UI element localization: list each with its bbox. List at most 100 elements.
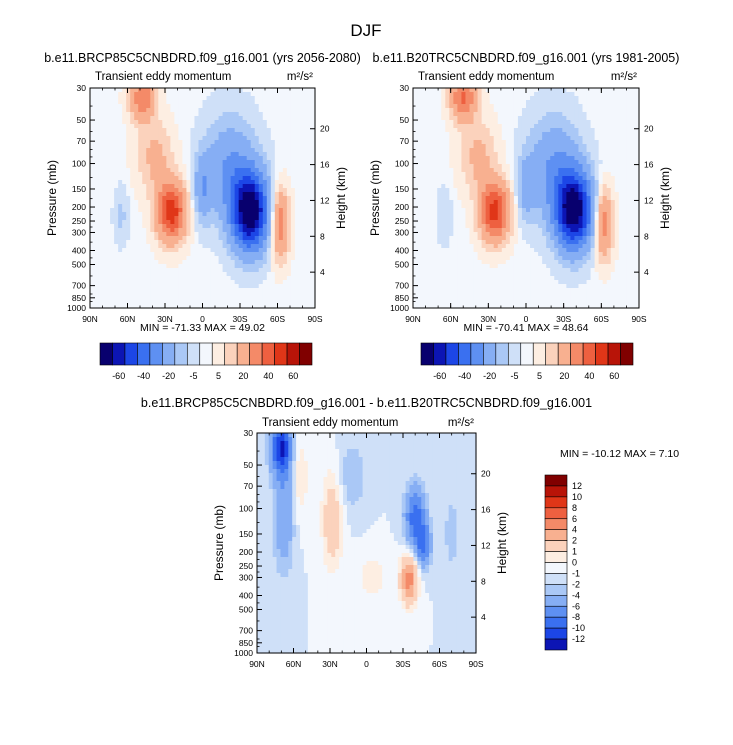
- field-cell: [138, 272, 143, 277]
- field-cell: [437, 100, 442, 105]
- field-cell: [473, 196, 479, 201]
- field-cell: [433, 156, 438, 161]
- field-cell: [274, 248, 280, 253]
- field-cell: [562, 88, 567, 93]
- field-cell: [174, 260, 179, 265]
- field-cell: [186, 128, 192, 133]
- field-cell: [114, 280, 119, 285]
- field-cell: [630, 192, 636, 197]
- field-cell: [114, 172, 119, 177]
- field-cell: [230, 264, 236, 269]
- field-cell: [566, 180, 571, 185]
- field-cell: [294, 116, 300, 121]
- field-cell: [473, 152, 479, 157]
- field-cell: [630, 144, 636, 149]
- field-cell: [421, 204, 426, 209]
- field-cell: [302, 280, 308, 285]
- field-cell: [230, 192, 236, 197]
- field-cell: [425, 152, 430, 157]
- field-cell: [582, 184, 588, 189]
- field-cell: [238, 188, 244, 193]
- field-cell: [513, 196, 519, 201]
- field-cell: [578, 160, 584, 165]
- field-cell: [274, 272, 280, 277]
- field-cell: [278, 136, 284, 141]
- field-cell: [630, 156, 636, 161]
- field-cell: [110, 104, 115, 109]
- field-cell: [262, 208, 268, 213]
- field-cell: [186, 268, 192, 273]
- field-cell: [262, 128, 268, 133]
- field-cell: [226, 204, 232, 209]
- field-cell: [218, 204, 224, 209]
- field-cell: [114, 292, 119, 297]
- field-cell: [421, 124, 426, 129]
- field-cell: [170, 168, 175, 173]
- field-cell: [162, 272, 167, 277]
- field-cell: [602, 124, 608, 129]
- field-cell: [266, 200, 272, 205]
- field-cell: [110, 240, 115, 245]
- field-cell: [538, 144, 543, 149]
- field-cell: [166, 124, 171, 129]
- field-cell: [274, 116, 280, 121]
- field-cell: [306, 180, 312, 185]
- field-cell: [630, 208, 636, 213]
- field-cell: [230, 244, 236, 249]
- field-cell: [578, 196, 584, 201]
- field-cell: [505, 196, 511, 201]
- field-cell: [282, 184, 288, 189]
- field-cell: [146, 232, 151, 237]
- field-cell: [461, 108, 467, 113]
- field-cell: [550, 112, 555, 117]
- field-cell: [298, 300, 304, 305]
- field-cell: [174, 256, 179, 261]
- field-cell: [238, 136, 244, 141]
- field-cell: [306, 260, 312, 265]
- field-cell: [254, 252, 260, 257]
- field-cell: [481, 188, 487, 193]
- field-cell: [202, 188, 208, 193]
- field-cell: [546, 128, 551, 133]
- field-cell: [306, 176, 312, 181]
- field-cell: [441, 200, 446, 205]
- field-cell: [198, 180, 204, 185]
- field-cell: [310, 252, 316, 257]
- field-cell: [594, 152, 600, 157]
- field-cell: [258, 192, 264, 197]
- field-cell: [298, 196, 304, 201]
- field-cell: [310, 88, 316, 93]
- field-cell: [302, 144, 308, 149]
- field-cell: [505, 108, 511, 113]
- field-cell: [270, 120, 276, 125]
- field-cell: [198, 276, 204, 281]
- field-cell: [222, 144, 228, 149]
- field-cell: [278, 180, 284, 185]
- field-cell: [226, 188, 232, 193]
- field-cell: [182, 260, 188, 265]
- field-cell: [134, 296, 139, 301]
- field-cell: [598, 92, 604, 97]
- field-cell: [182, 152, 188, 157]
- field-cell: [210, 284, 216, 289]
- field-cell: [150, 248, 155, 253]
- field-cell: [497, 112, 503, 117]
- field-cell: [274, 180, 280, 185]
- field-cell: [433, 104, 438, 109]
- field-cell: [182, 128, 188, 133]
- field-cell: [562, 124, 567, 129]
- field-cell: [473, 128, 479, 133]
- field-cell: [102, 132, 107, 137]
- field-cell: [421, 192, 426, 197]
- field-cell: [413, 164, 418, 169]
- field-cell: [162, 116, 167, 121]
- field-cell: [222, 176, 228, 181]
- field-cell: [230, 288, 236, 293]
- field-cell: [118, 292, 123, 297]
- field-cell: [282, 260, 288, 265]
- field-cell: [118, 276, 123, 281]
- field-cell: [550, 136, 555, 141]
- field-cell: [114, 112, 119, 117]
- field-cell: [457, 88, 463, 93]
- field-cell: [477, 196, 483, 201]
